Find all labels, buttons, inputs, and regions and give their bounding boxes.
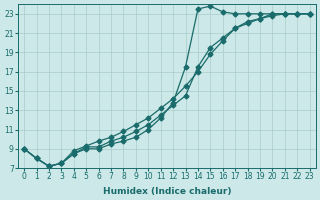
X-axis label: Humidex (Indice chaleur): Humidex (Indice chaleur): [103, 187, 231, 196]
